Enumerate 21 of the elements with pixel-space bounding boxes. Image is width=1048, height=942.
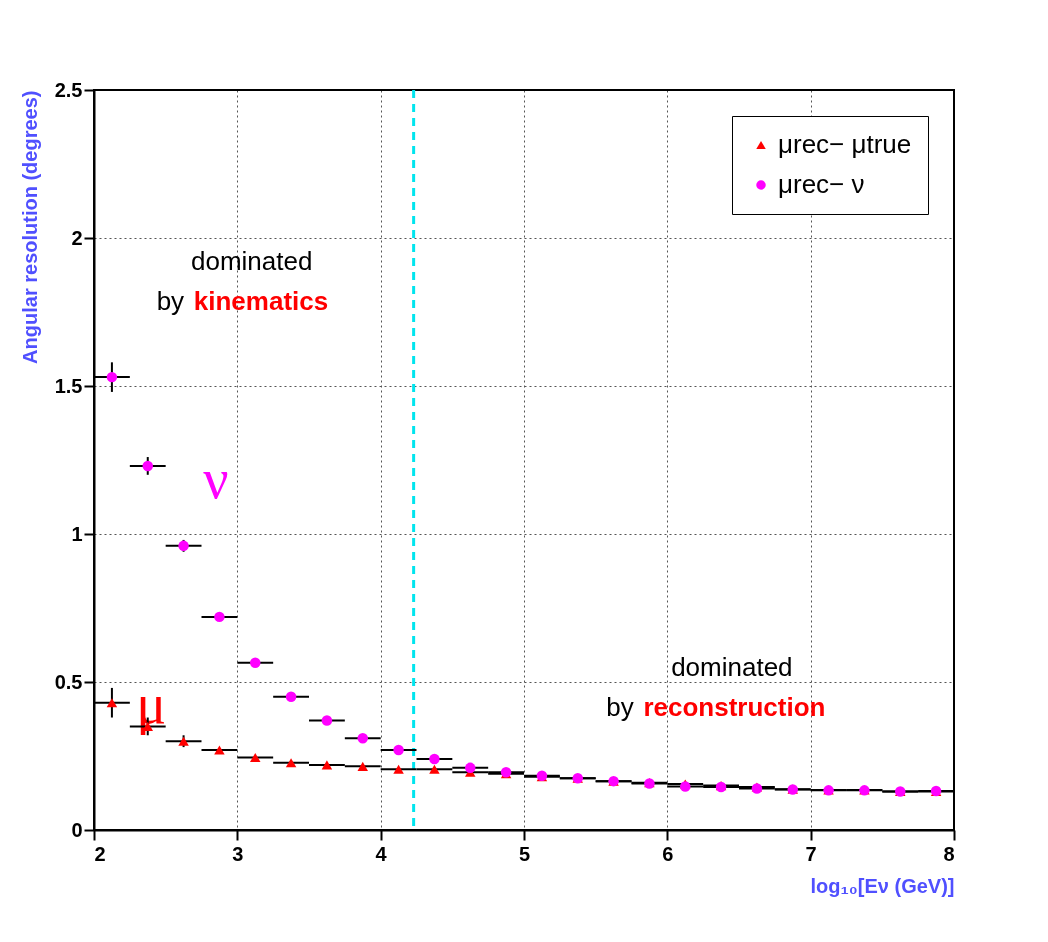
text: dominated by reconstruction	[606, 651, 826, 722]
y-tick-label: 0	[71, 818, 83, 841]
legend-label: μrec− ν	[778, 169, 865, 199]
x-tick-label: 5	[518, 842, 531, 865]
y-tick-label: 1.5	[54, 374, 83, 397]
x-tick-label: 8	[943, 842, 955, 865]
y-tick-label: 1	[71, 522, 83, 545]
x-tick-label: 7	[805, 842, 817, 865]
x-tick-label: 2	[94, 842, 106, 865]
x-tick-label: 6	[662, 842, 674, 865]
annotation: μ	[136, 672, 167, 735]
annotation: dominated by kinematics	[156, 246, 329, 317]
x-tick-label: 4	[375, 842, 388, 865]
x-axis-title: log₁₀[Eν (GeV)]	[810, 874, 955, 897]
y-tick-label: 2	[71, 226, 83, 249]
x-tick-label: 3	[232, 842, 244, 865]
y-tick-label: 0.5	[54, 670, 83, 693]
legend-label: μrec− μtrue	[778, 129, 912, 159]
y-tick-label: 2.5	[54, 78, 83, 101]
annotation: ν	[203, 447, 229, 510]
y-axis-title: Angular resolution (degrees)	[18, 90, 41, 364]
